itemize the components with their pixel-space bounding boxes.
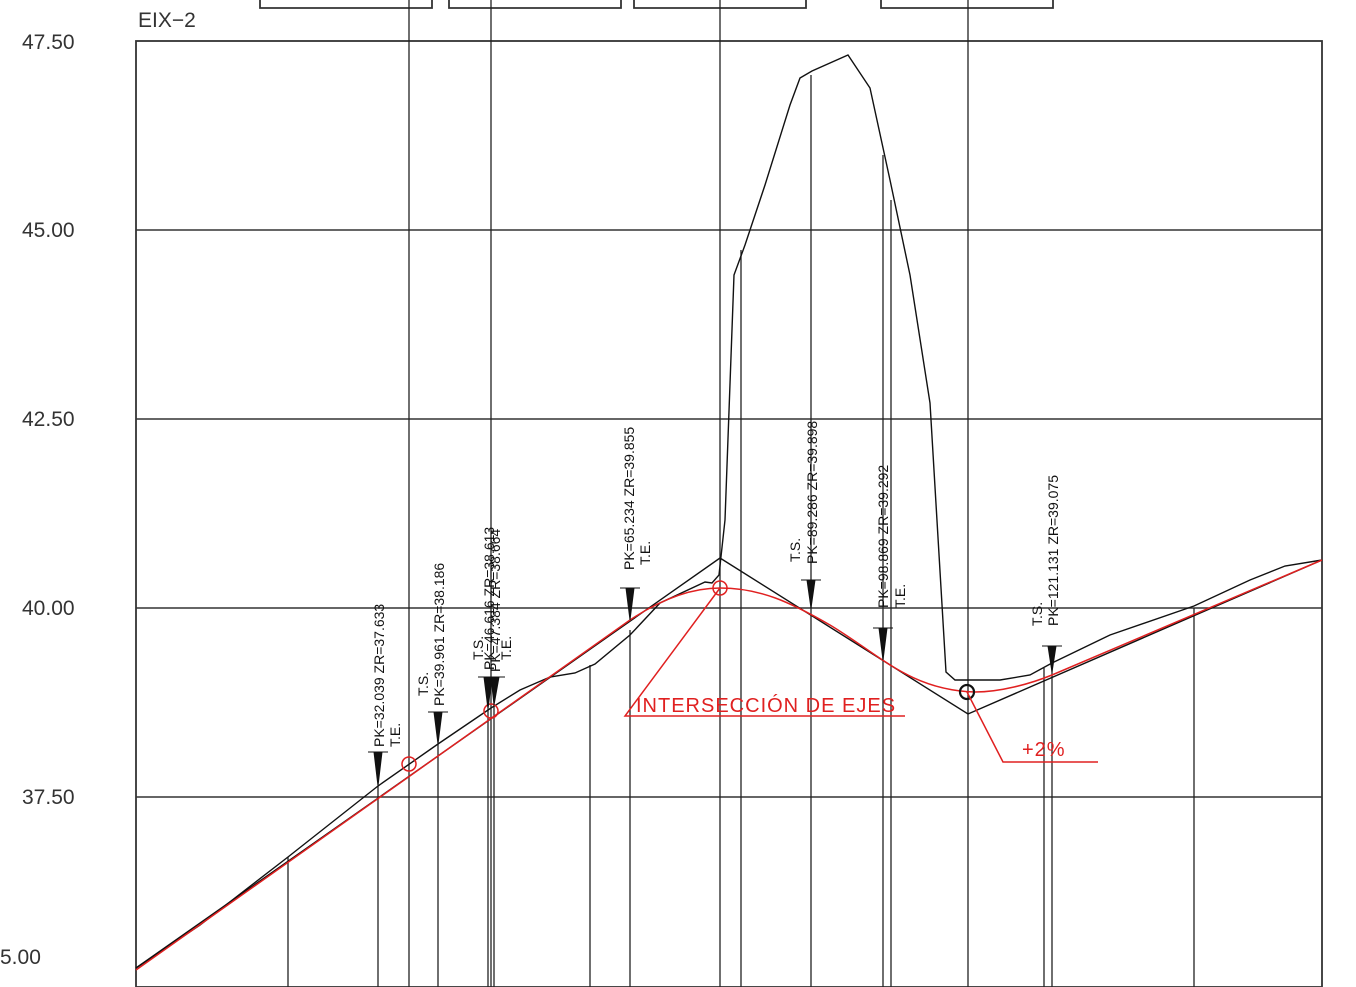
vertex-marker [958, 683, 976, 701]
station-label-pk: PK=121.131 ZR=39.075 [1045, 475, 1061, 626]
y-label-bottom: 5.00 [0, 946, 41, 969]
station-label-type: T.S. [1029, 602, 1045, 626]
station-label-type: T.E. [892, 584, 908, 608]
y-label-40-00: 40.00 [22, 597, 75, 620]
station-label-pk: PK=98.869 ZR=39.292 [875, 465, 891, 608]
station-label-type: T.E. [637, 541, 653, 565]
intersection-label: INTERSECCIÓN DE EJES [636, 694, 896, 717]
station-arrow-2 [428, 711, 448, 745]
design-grade-line [135, 559, 1323, 971]
terrain-profile [135, 54, 1323, 969]
station-arrow-5 [620, 587, 640, 621]
station-label-type: T.E. [498, 636, 514, 660]
station-label-type: T.S. [470, 636, 486, 660]
y-axis-labels: 47.50 45.00 42.50 40.00 37.50 5.00 [0, 31, 75, 969]
station-label-type: T.E. [387, 723, 403, 747]
header-boxes [259, 0, 1054, 9]
grade-markers [401, 580, 976, 772]
y-label-47-50: 47.50 [22, 31, 75, 54]
station-label-type: T.S. [787, 538, 803, 562]
station-arrow-6 [801, 579, 821, 609]
station-verticals [287, 75, 1195, 987]
profile-grid [135, 40, 1323, 987]
station-label-pk: PK=32.039 ZR=37.633 [371, 604, 387, 747]
slope-label: +2% [1022, 739, 1066, 761]
y-label-45-00: 45.00 [22, 219, 75, 242]
station-labels: PK=32.039 ZR=37.633 T.E. T.S. PK=39.961 … [371, 421, 1061, 747]
station-arrow-1 [368, 751, 388, 787]
y-label-37-50: 37.50 [22, 786, 75, 809]
station-label-pk: PK=47.384 ZR=38.664 [487, 529, 503, 672]
station-arrows [368, 579, 1062, 787]
station-label-type: T.S. [415, 672, 431, 696]
station-arrow-7 [873, 627, 893, 661]
slope-callout: +2% [966, 691, 1098, 763]
grade-line-terrain [135, 557, 1323, 969]
intersection-callout: INTERSECCIÓN DE EJES [623, 587, 905, 717]
station-label-pk: PK=89.286 ZR=39.898 [804, 421, 820, 564]
station-arrow-8 [1042, 645, 1062, 673]
reference-verticals [408, 0, 969, 987]
y-label-42-50: 42.50 [22, 408, 75, 431]
station-label-pk: PK=46.616 ZR=38.613 [481, 527, 497, 670]
profile-title: EIX−2 [138, 9, 196, 32]
station-label-pk: PK=65.234 ZR=39.855 [621, 427, 637, 570]
station-arrow-4 [485, 676, 505, 706]
station-label-pk: PK=39.961 ZR=38.186 [431, 563, 447, 706]
